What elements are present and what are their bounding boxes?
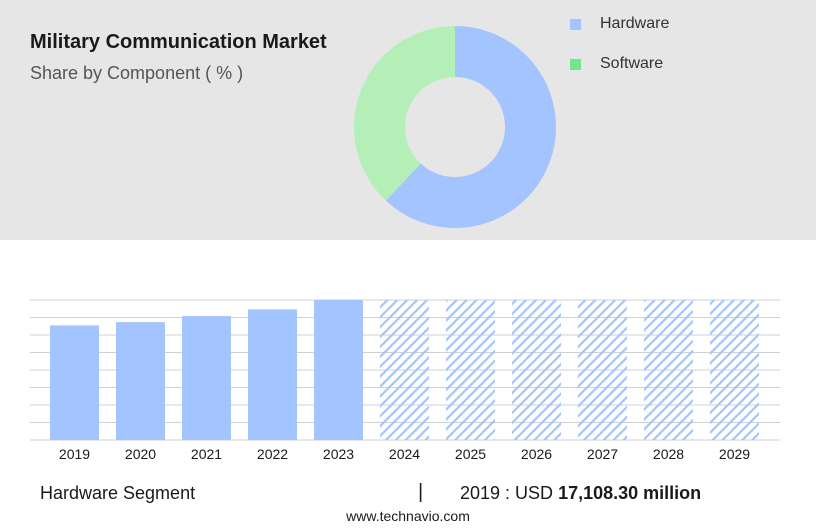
forecast-bar-2028 — [644, 300, 693, 440]
chart-title: Military Communication Market — [30, 31, 327, 53]
legend-item-hardware: Hardware — [570, 14, 669, 34]
footer-url: www.technavio.com — [346, 508, 470, 524]
footer-value-amount: 17,108.30 million — [558, 483, 702, 503]
footer-value-prefix: 2019 : USD — [460, 483, 559, 503]
bar-2023 — [314, 300, 363, 440]
x-tick-label-2022: 2022 — [257, 446, 288, 462]
x-tick-label-2026: 2026 — [521, 446, 552, 462]
x-tick-label-2027: 2027 — [587, 446, 618, 462]
footer-separator: | — [418, 481, 424, 503]
bar-2019 — [50, 325, 99, 440]
bar-2021 — [182, 316, 231, 440]
summary-panel: Military Communication Market Share by C… — [0, 0, 816, 240]
legend-swatch-software — [570, 58, 581, 70]
donut-slice-hardware — [385, 26, 556, 228]
donut-chart — [354, 26, 556, 228]
forecast-bar-2027 — [578, 300, 627, 440]
legend-label-software: Software — [600, 55, 664, 72]
forecast-bar-2029 — [710, 300, 759, 440]
legend-label-hardware: Hardware — [600, 15, 670, 32]
x-tick-label-2028: 2028 — [653, 446, 684, 462]
footer-segment-label: Hardware Segment — [40, 483, 196, 503]
x-tick-label-2020: 2020 — [125, 446, 156, 462]
bar-2020 — [116, 322, 165, 440]
forecast-bar-2025 — [446, 300, 495, 440]
forecast-bar-2026 — [512, 300, 561, 440]
x-tick-label-2019: 2019 — [59, 446, 90, 462]
forecast-bar-2024 — [380, 300, 429, 440]
x-tick-label-2024: 2024 — [389, 446, 420, 462]
legend-item-software: Software — [570, 54, 663, 74]
footer-value: 2019 : USD 17,108.30 million — [460, 483, 701, 504]
x-tick-label-2025: 2025 — [455, 446, 486, 462]
bar-chart: 2019 2020 2021 2022 2023 2024 2025 2026 2027 2028… — [30, 299, 780, 462]
donut-slice-software — [354, 26, 455, 201]
x-tick-label-2029: 2029 — [719, 446, 750, 462]
bar-2022 — [248, 309, 297, 440]
chart-subtitle: Share by Component ( % ) — [30, 63, 244, 83]
x-tick-label-2023: 2023 — [323, 446, 354, 462]
legend-swatch-hardware — [570, 18, 581, 30]
x-tick-label-2021: 2021 — [191, 446, 222, 462]
